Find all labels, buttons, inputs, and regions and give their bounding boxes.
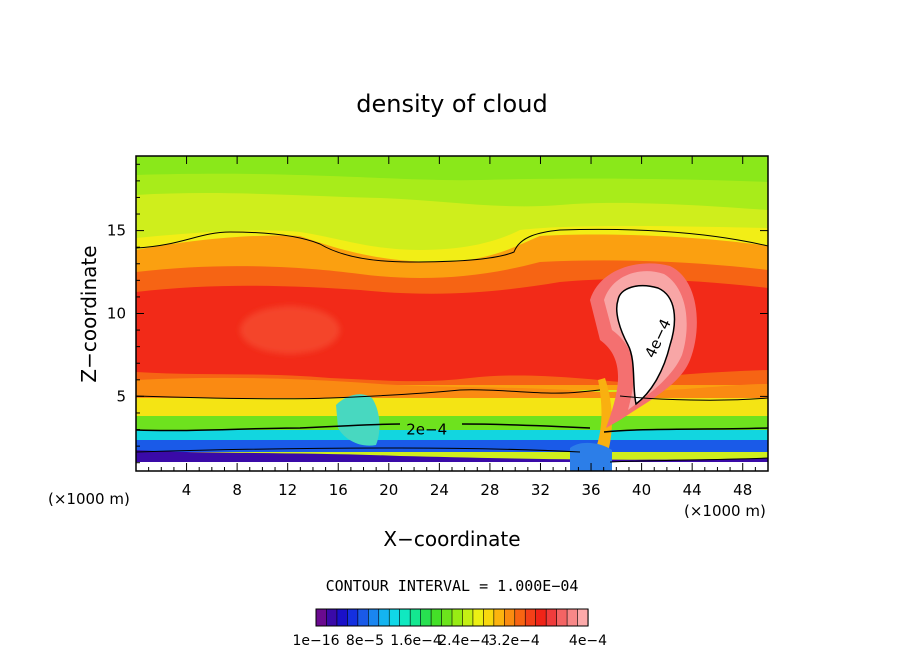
- x-tick-label: 28: [480, 481, 499, 499]
- colorbar-swatch: [566, 608, 579, 627]
- y-tick-label: 10: [107, 305, 126, 323]
- field-band-lightgreen: [136, 156, 768, 182]
- chart-title: density of cloud: [356, 90, 547, 118]
- field-ground-white: [136, 462, 768, 471]
- contour-line-low: [136, 447, 768, 463]
- x-tick-label: 40: [632, 481, 651, 499]
- colorbar-swatch: [388, 608, 401, 627]
- colorbar-swatch: [357, 608, 369, 627]
- colorbar-tick-label: 2.4e−4: [438, 633, 490, 649]
- colorbar-swatch: [326, 608, 338, 627]
- x-tick-label: 36: [581, 481, 600, 499]
- contour-line-2e-4: [136, 423, 768, 433]
- x-axis-ticks: 4 8 12 16 20 24 28 32 36 40 44 48: [148, 156, 756, 499]
- contour-line-middle: [136, 389, 768, 401]
- colorbar-swatch: [514, 608, 526, 627]
- colorbar-swatch: [420, 608, 432, 627]
- field-band-blue-low: [136, 440, 768, 452]
- colorbar-swatch: [441, 608, 453, 627]
- x-tick-label: 8: [232, 481, 242, 499]
- colorbar-swatch: [462, 608, 474, 627]
- x-tick-label: 4: [182, 481, 192, 499]
- colorbar-swatch: [545, 608, 558, 627]
- y-axis-label: Z−coordinate: [77, 245, 101, 382]
- colorbar-swatch: [556, 608, 568, 627]
- field-turbulence-left: [336, 394, 380, 446]
- x-tick-label: 48: [733, 481, 752, 499]
- colorbar-swatch: [451, 608, 464, 627]
- x-tick-label: 32: [531, 481, 550, 499]
- y-tick-label: 15: [107, 222, 126, 240]
- field-anvil-core-white: [616, 284, 676, 406]
- field-band-orange-low: [136, 377, 768, 400]
- colorbar-swatch: [378, 608, 390, 627]
- colorbar: [315, 608, 589, 627]
- colorbar-swatch: [504, 608, 516, 627]
- contour-interval-text: CONTOUR INTERVAL = 1.000E−04: [326, 577, 579, 595]
- x-axis-label: X−coordinate: [383, 527, 520, 551]
- colorbar-labels: 1e−16 8e−5 1.6e−42.4e−43.2e−4 4e−4: [292, 633, 607, 649]
- colorbar-swatch: [409, 608, 422, 627]
- x-tick-label: 24: [430, 481, 449, 499]
- contour-label-2e-4: 2e−4: [406, 421, 447, 439]
- colorbar-tick-label: 1e−16: [292, 633, 339, 649]
- x-unit-left: (×1000 m): [48, 490, 130, 508]
- colorbar-swatch: [483, 608, 495, 627]
- field-red-inner-left: [240, 306, 340, 354]
- colorbar-tick-label: 1.6e−4: [390, 633, 442, 649]
- field-updraft-base: [570, 442, 612, 471]
- colorbar-swatch: [336, 608, 348, 627]
- colorbar-swatch: [430, 608, 443, 627]
- plot-area: [136, 156, 768, 471]
- colorbar-tick-label: 4e−4: [569, 633, 607, 649]
- colorbar-frame: [315, 608, 589, 627]
- colorbar-swatch: [577, 608, 589, 627]
- colorbar-tick-label: 3.2e−4: [488, 633, 540, 649]
- colorbar-swatch: [368, 608, 380, 627]
- colorbar-swatch: [493, 608, 505, 627]
- field-updraft-column: [596, 378, 612, 452]
- x-tick-label: 12: [278, 481, 297, 499]
- colorbar-swatch: [347, 608, 359, 627]
- y-tick-label: 5: [116, 387, 126, 405]
- x-tick-label: 16: [329, 481, 348, 499]
- y-axis-ticks: 5 10 15: [107, 163, 768, 464]
- x-tick-label: 20: [379, 481, 398, 499]
- colorbar-swatch: [399, 608, 411, 627]
- x-unit-right: (×1000 m): [684, 502, 766, 520]
- contour-line-upper: [136, 228, 768, 263]
- colorbar-swatch: [472, 608, 484, 627]
- colorbar-swatch: [315, 608, 328, 627]
- colorbar-tick-label: 8e−5: [346, 633, 384, 649]
- colorbar-swatch: [535, 608, 547, 627]
- field-band-yellow-low: [136, 398, 768, 418]
- x-tick-label: 44: [683, 481, 702, 499]
- colorbar-swatch: [524, 608, 537, 627]
